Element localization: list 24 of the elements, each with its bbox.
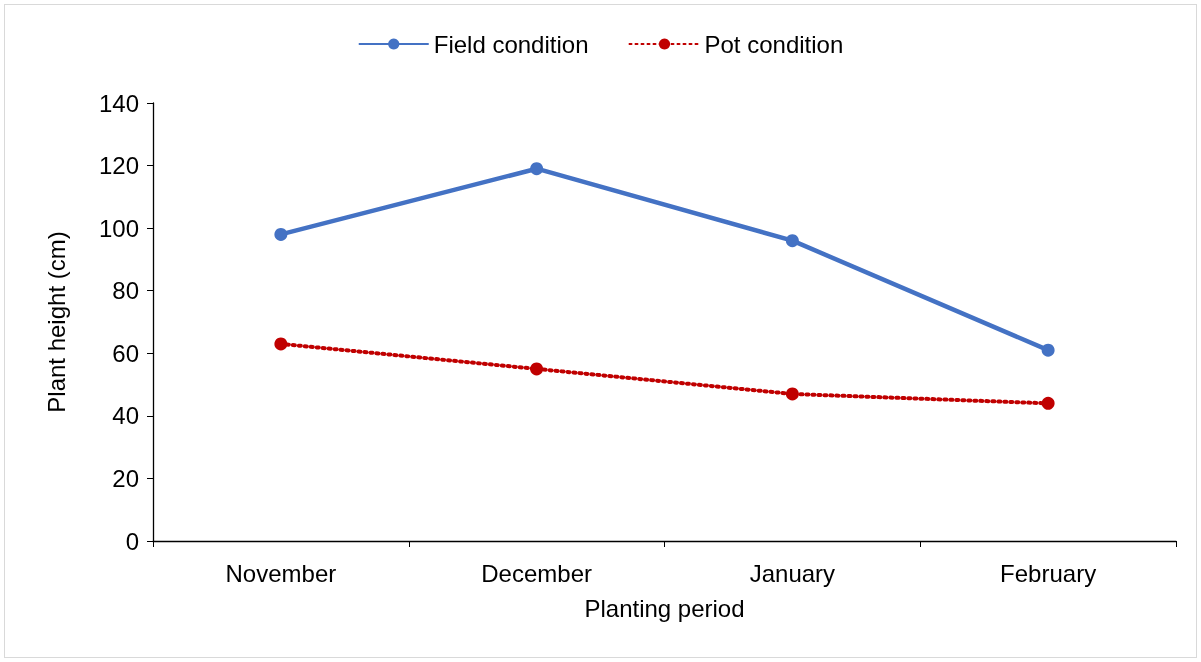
point xyxy=(785,234,799,248)
y-tick-label: 100 xyxy=(98,214,139,242)
point xyxy=(274,227,288,241)
point xyxy=(1041,396,1055,410)
x-tick-label: January xyxy=(749,559,836,587)
y-tick-label: 120 xyxy=(98,152,139,180)
y-tick-label: 60 xyxy=(112,339,139,367)
x-axis-title: Planting period xyxy=(584,594,745,622)
y-tick-label: 0 xyxy=(125,527,139,555)
point xyxy=(274,337,288,351)
x-tick-label: December xyxy=(481,559,592,587)
point xyxy=(530,362,544,376)
y-tick-label: 80 xyxy=(112,277,139,305)
y-axis-title: Plant height (cm) xyxy=(42,231,70,413)
point xyxy=(1041,343,1055,357)
y-tick-label: 40 xyxy=(112,402,139,430)
y-tick-label: 140 xyxy=(98,89,139,117)
x-tick-label: November xyxy=(225,559,337,587)
x-tick-label: February xyxy=(1000,559,1097,587)
legend-label: Field condition xyxy=(433,30,589,58)
point xyxy=(785,387,799,401)
point xyxy=(530,162,544,176)
y-tick-label: 20 xyxy=(112,464,139,492)
legend-label: Pot condition xyxy=(704,30,844,58)
